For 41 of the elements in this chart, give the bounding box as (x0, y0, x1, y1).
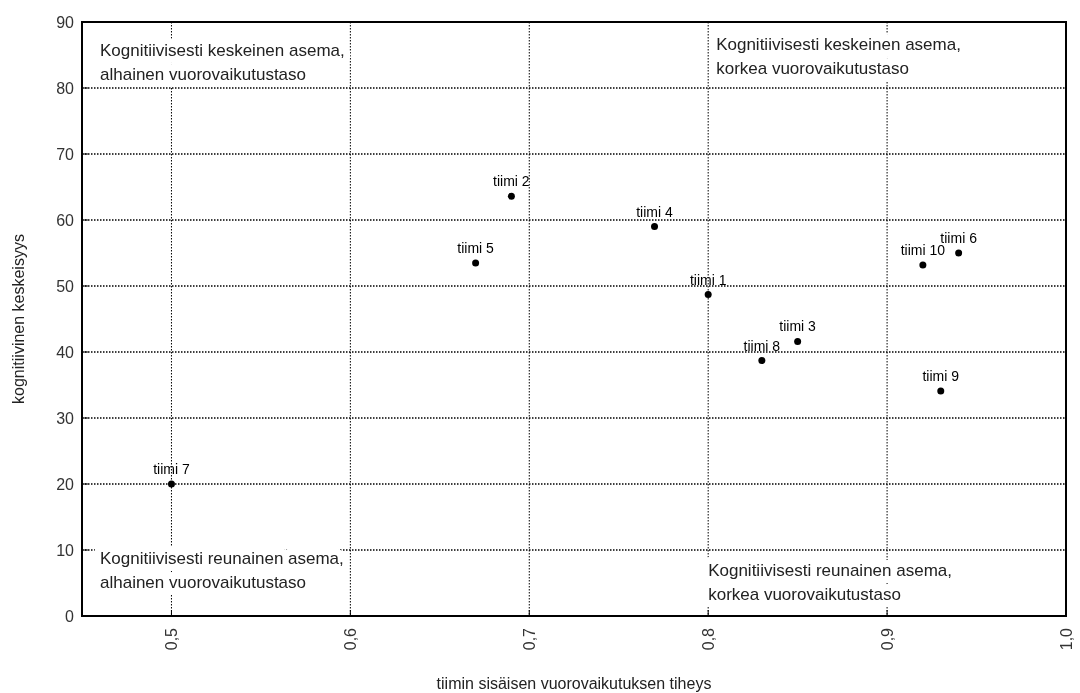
y-tick-label: 40 (56, 344, 75, 361)
annotation: Kognitiivisesti keskeinen asema, korkea vuorovaikutustaso (716, 35, 961, 78)
x-tick-label: 0,9 (879, 627, 897, 651)
data-label: tiimi 6 (940, 230, 978, 246)
x-axis-title: tiimin sisäisen vuorovaikutuksen tiheys (436, 675, 712, 692)
point (472, 259, 480, 267)
annotation: Kognitiivisesti reunainen asema, korkea vuorovaikutustaso (708, 561, 952, 604)
point (704, 291, 712, 299)
data-label: tiimi 9 (922, 367, 960, 384)
point (919, 261, 927, 269)
data-label: tiimi 5 (457, 239, 495, 256)
point (507, 192, 515, 200)
x-tick-label: 1,0 (1058, 627, 1075, 651)
y-tick-label: 30 (56, 410, 75, 427)
x-tick-label: 0,6 (342, 627, 360, 651)
point (167, 480, 175, 488)
annotation: Kognitiivisesti reunainen asema, alhainen vuorovaikutustaso (100, 549, 344, 592)
data-label: tiimi 3 (779, 318, 817, 335)
x-tick-label: 0,8 (700, 627, 718, 651)
data-label: tiimi 2 (493, 173, 530, 190)
point (758, 357, 766, 365)
y-tick-label: 90 (56, 14, 75, 31)
y-tick-label: 80 (56, 80, 75, 97)
data-label: tiimi 4 (636, 203, 673, 220)
point (651, 223, 659, 231)
data-label: tiimi 7 (153, 461, 190, 477)
y-axis-title: kognitiivinen keskeisyys (10, 234, 27, 404)
y-tick-label: 60 (56, 212, 75, 229)
y-tick-label: 50 (56, 278, 75, 295)
x-tick-label: 0,7 (521, 627, 539, 651)
x-tick-label: 0,5 (163, 627, 181, 651)
y-tick-label: 20 (56, 476, 75, 493)
data-label: tiimi 1 (689, 271, 727, 288)
point (937, 387, 945, 395)
point (794, 337, 802, 345)
y-tick-label: 0 (65, 608, 75, 625)
point (955, 249, 963, 257)
data-label: tiimi 8 (743, 337, 781, 354)
annotation: Kognitiivisesti keskeinen asema, alhainen vuorovaikutustaso (100, 41, 345, 84)
y-tick-label: 70 (56, 146, 75, 163)
y-tick-label: 10 (56, 542, 75, 559)
